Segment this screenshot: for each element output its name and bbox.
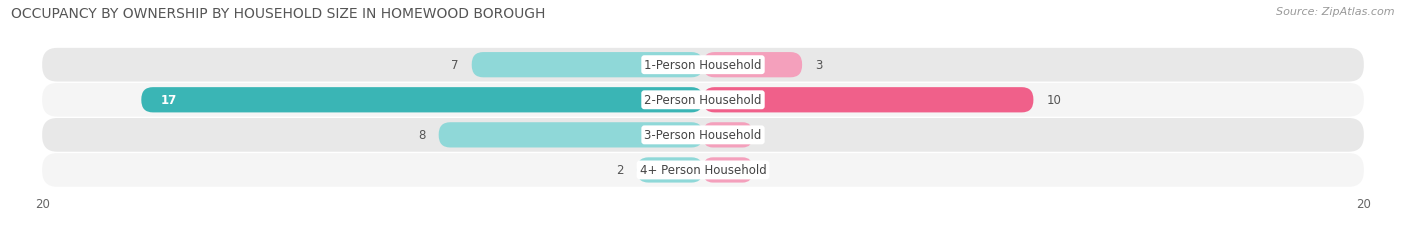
- Text: 0: 0: [716, 164, 724, 177]
- Text: Source: ZipAtlas.com: Source: ZipAtlas.com: [1277, 7, 1395, 17]
- FancyBboxPatch shape: [471, 53, 703, 78]
- Text: 3-Person Household: 3-Person Household: [644, 129, 762, 142]
- FancyBboxPatch shape: [703, 88, 1033, 113]
- FancyBboxPatch shape: [141, 88, 703, 113]
- Text: 7: 7: [451, 59, 458, 72]
- FancyBboxPatch shape: [439, 123, 703, 148]
- FancyBboxPatch shape: [42, 153, 1364, 187]
- Text: 17: 17: [162, 94, 177, 107]
- FancyBboxPatch shape: [703, 53, 801, 78]
- FancyBboxPatch shape: [42, 49, 1364, 82]
- Text: 8: 8: [418, 129, 426, 142]
- Text: 2-Person Household: 2-Person Household: [644, 94, 762, 107]
- Text: OCCUPANCY BY OWNERSHIP BY HOUSEHOLD SIZE IN HOMEWOOD BOROUGH: OCCUPANCY BY OWNERSHIP BY HOUSEHOLD SIZE…: [11, 7, 546, 21]
- Text: 1-Person Household: 1-Person Household: [644, 59, 762, 72]
- FancyBboxPatch shape: [637, 158, 703, 183]
- Text: 3: 3: [815, 59, 823, 72]
- Text: 10: 10: [1046, 94, 1062, 107]
- Text: 0: 0: [716, 129, 724, 142]
- FancyBboxPatch shape: [42, 119, 1364, 152]
- FancyBboxPatch shape: [42, 84, 1364, 117]
- FancyBboxPatch shape: [703, 158, 752, 183]
- Text: 2: 2: [616, 164, 624, 177]
- Text: 4+ Person Household: 4+ Person Household: [640, 164, 766, 177]
- FancyBboxPatch shape: [703, 123, 752, 148]
